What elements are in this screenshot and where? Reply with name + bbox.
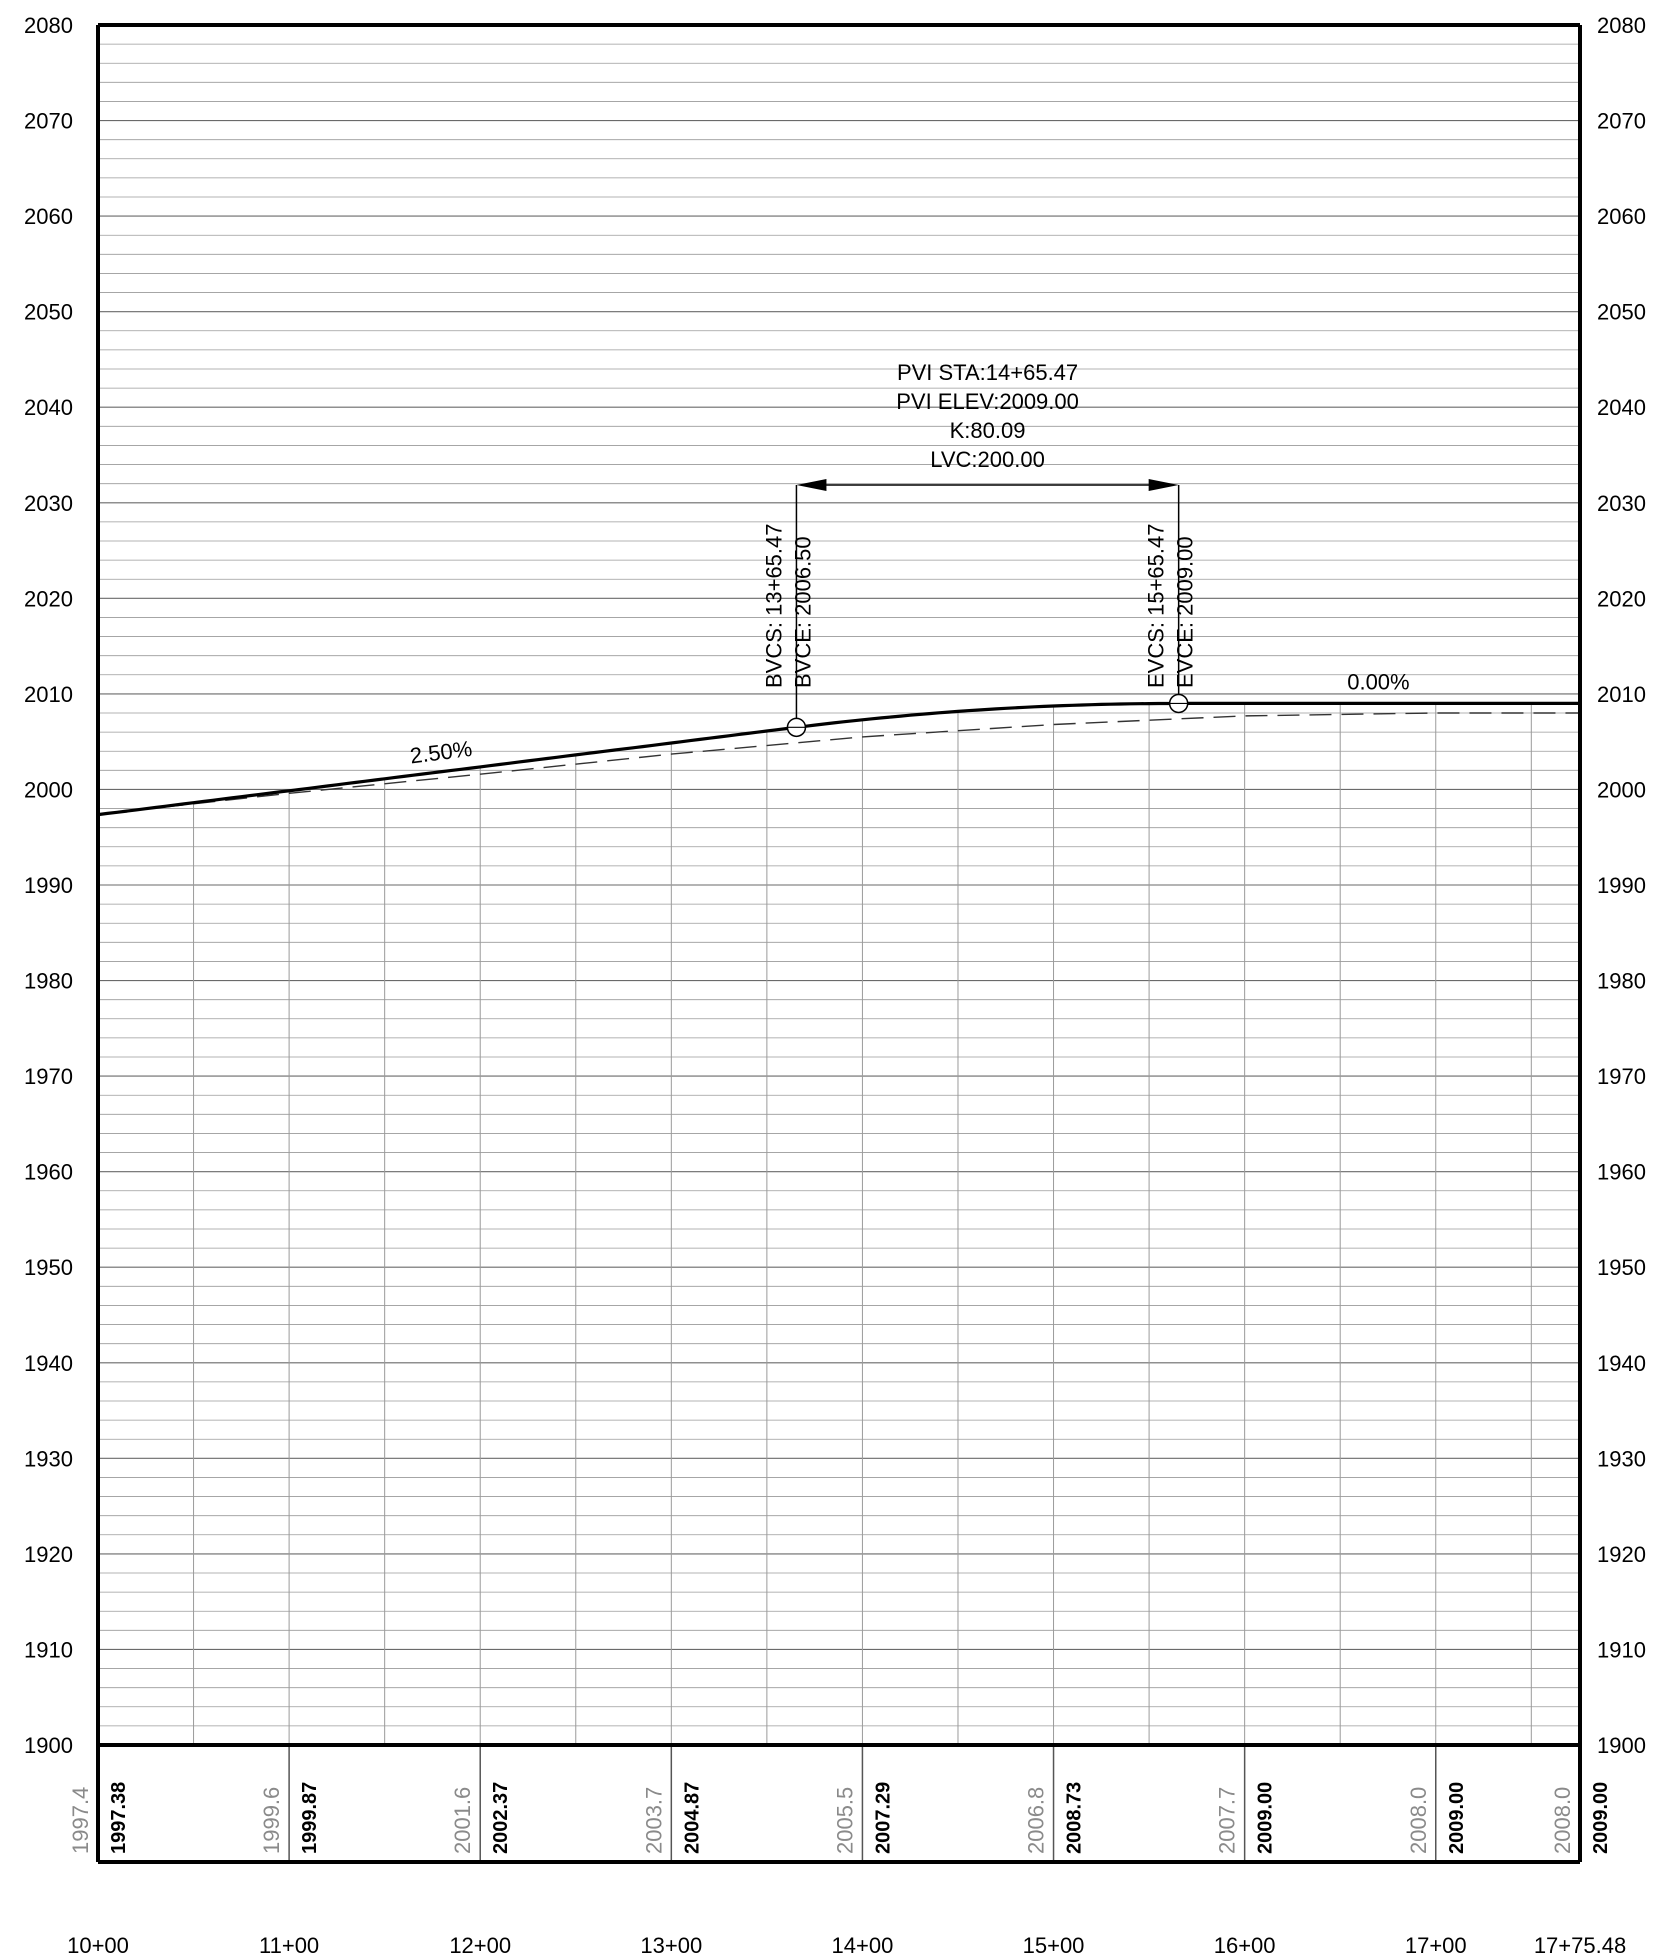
design-elevation-label: 1997.38: [108, 1782, 130, 1854]
station-label: 10+00: [67, 1933, 129, 1958]
drawing-frame: [96, 23, 1582, 1864]
elevation-label-right: 2070: [1597, 109, 1646, 134]
station-label: 14+00: [832, 1933, 894, 1958]
elevation-label-left: 2040: [24, 395, 73, 420]
bvc-label-line: BVCE: 2006.50: [790, 536, 815, 688]
elevation-label-right: 2040: [1597, 395, 1646, 420]
pvi-label-line: PVI ELEV:2009.00: [896, 389, 1079, 414]
elevation-label-right: 2030: [1597, 491, 1646, 516]
elevation-label-right: 1900: [1597, 1733, 1646, 1758]
station-label: 12+00: [449, 1933, 511, 1958]
design-elevation-label: 2004.87: [681, 1782, 703, 1854]
design-elevation-label: 2009.00: [1446, 1782, 1468, 1854]
vertical-curve-annotations: 2.50% 0.00% PVI STA:14+65.47 PVI ELEV:2009.…: [409, 360, 1410, 768]
existing-elevation-label: 1999.6: [259, 1787, 284, 1854]
evc-label-line: EVCS: 15+65.47: [1144, 523, 1169, 688]
existing-elevation-label: 2005.5: [832, 1787, 857, 1854]
existing-elevation-label: 1997.4: [68, 1787, 93, 1854]
evc-label-line: EVCE: 2009.00: [1173, 536, 1198, 688]
elevation-label-right: 2010: [1597, 682, 1646, 707]
lvc-arrow-right: [1148, 479, 1179, 491]
elevation-label-left: 1990: [24, 873, 73, 898]
elevation-label-right: 2050: [1597, 300, 1646, 325]
elevation-label-right: 1960: [1597, 1160, 1646, 1185]
elevation-band: 1997.4 1997.38 1999.6 1999.87 2001.6 2002.37 2…: [68, 1745, 1612, 1862]
station-label: 15+00: [1023, 1933, 1085, 1958]
existing-elevation-label: 2008.0: [1550, 1787, 1575, 1854]
station-label: 17+75.48: [1534, 1933, 1626, 1958]
elevation-label-right: 1920: [1597, 1542, 1646, 1567]
elevation-label-right: 2080: [1597, 13, 1646, 38]
elevation-label-right: 1980: [1597, 969, 1646, 994]
elevation-label-left: 2020: [24, 586, 73, 611]
existing-elevation-label: 2003.7: [641, 1787, 666, 1854]
elevation-label-right: 1950: [1597, 1255, 1646, 1280]
station-label: 16+00: [1214, 1933, 1276, 1958]
elevation-label-right: 1910: [1597, 1637, 1646, 1662]
design-elevation-label: 2002.37: [490, 1782, 512, 1854]
elevation-label-left: 1910: [24, 1637, 73, 1662]
pvi-label-line: K:80.09: [950, 418, 1026, 443]
elevation-label-left: 1920: [24, 1542, 73, 1567]
design-elevation-label: 2009.00: [1590, 1782, 1612, 1854]
elevation-label-left: 1940: [24, 1351, 73, 1376]
pvi-label-line: LVC:200.00: [930, 447, 1045, 472]
existing-elevation-label: 2008.0: [1406, 1787, 1431, 1854]
elevation-label-left: 1930: [24, 1446, 73, 1471]
station-label: 11+00: [259, 1933, 319, 1958]
axis-labels: 2080 2080 2070 2070 2060 2060 2050 2050 2040 2040…: [24, 13, 1646, 1958]
grade-label-left: 2.50%: [409, 736, 474, 769]
pvi-label-line: PVI STA:14+65.47: [897, 360, 1078, 385]
design-elevation-label: 2007.29: [872, 1782, 894, 1854]
elevation-label-right: 1990: [1597, 873, 1646, 898]
elevation-label-left: 2050: [24, 300, 73, 325]
bvc-label-line: BVCS: 13+65.47: [761, 523, 786, 688]
elevation-label-left: 2000: [24, 777, 73, 802]
design-elevation-label: 1999.87: [299, 1782, 321, 1854]
elevation-label-right: 1940: [1597, 1351, 1646, 1376]
elevation-label-left: 1970: [24, 1064, 73, 1089]
elevation-label-left: 2070: [24, 109, 73, 134]
elevation-label-left: 1950: [24, 1255, 73, 1280]
elevation-label-left: 1980: [24, 969, 73, 994]
design-grade-line: [97, 701, 1580, 817]
existing-ground-profile: [97, 712, 1580, 815]
elevation-label-left: 2030: [24, 491, 73, 516]
elevation-label-left: 1900: [24, 1733, 73, 1758]
station-label: 17+00: [1405, 1933, 1467, 1958]
elevation-label-left: 2080: [24, 13, 73, 38]
design-elevation-label: 2008.73: [1064, 1782, 1086, 1854]
existing-elevation-label: 2001.6: [450, 1787, 475, 1854]
elevation-label-right: 2000: [1597, 777, 1646, 802]
lvc-arrow-left: [796, 479, 827, 491]
elevation-label-left: 2010: [24, 682, 73, 707]
existing-elevation-label: 2007.7: [1215, 1787, 1240, 1854]
elevation-label-right: 2060: [1597, 204, 1646, 229]
elevation-label-left: 1960: [24, 1160, 73, 1185]
vertical-gridlines: [193, 703, 1532, 1745]
elevation-label-left: 2060: [24, 204, 73, 229]
design-elevation-label: 2009.00: [1255, 1782, 1277, 1854]
station-label: 13+00: [640, 1933, 702, 1958]
horizontal-gridlines: [98, 43, 1580, 1727]
existing-ground-line: [97, 712, 1580, 815]
design-profile: [97, 701, 1580, 817]
existing-elevation-label: 2006.8: [1024, 1787, 1049, 1854]
elevation-label-right: 1930: [1597, 1446, 1646, 1471]
elevation-label-right: 2020: [1597, 586, 1646, 611]
elevation-label-right: 1970: [1597, 1064, 1646, 1089]
grade-label-right: 0.00%: [1347, 669, 1409, 694]
